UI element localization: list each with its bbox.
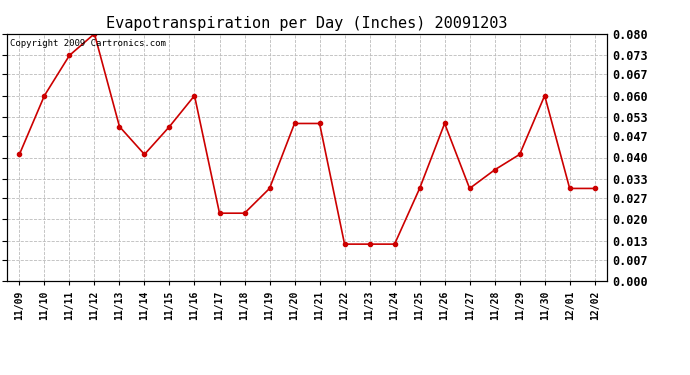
Text: Copyright 2009 Cartronics.com: Copyright 2009 Cartronics.com [10, 39, 166, 48]
Title: Evapotranspiration per Day (Inches) 20091203: Evapotranspiration per Day (Inches) 2009… [106, 16, 508, 31]
